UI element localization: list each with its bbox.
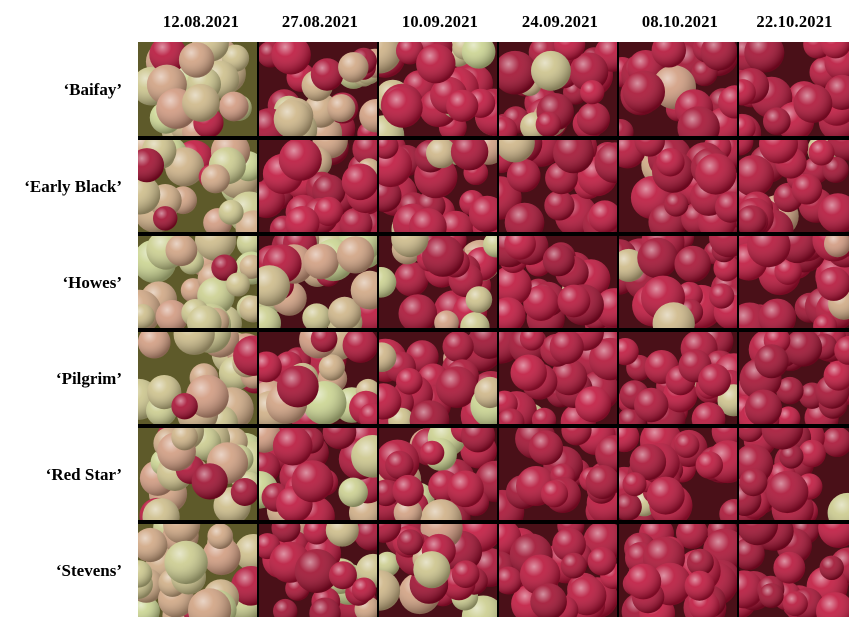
row-divider — [138, 520, 849, 524]
berry-photo-r5-c1 — [138, 428, 257, 520]
berry-photo-r4-c3 — [379, 332, 497, 424]
column-divider — [257, 42, 259, 617]
berry-photo-r2-c5 — [619, 140, 737, 232]
cultivar-label-baifay: ‘Baifay’ — [63, 80, 122, 99]
row-divider — [138, 424, 849, 428]
berry-photo-r2-c6 — [739, 140, 849, 232]
berry-photo-r3-c2 — [259, 236, 377, 328]
berry-photo-r6-c5 — [619, 524, 737, 617]
berry-photo-r3-c4 — [499, 236, 617, 328]
berry-photo-r6-c4 — [499, 524, 617, 617]
cultivar-label-stevens: ‘Stevens’ — [55, 560, 122, 580]
berry-photo-r5-c2 — [259, 428, 377, 520]
column-divider — [497, 42, 499, 617]
berry-photo-r2-c4 — [499, 140, 617, 232]
berry-photo-r1-c1 — [138, 42, 257, 136]
berry-photo-r6-c2 — [259, 524, 377, 617]
date-header-5: 08.10.2021 — [641, 12, 719, 31]
cultivar-label-red-star: ‘Red Star’ — [45, 465, 122, 484]
berry-photo-r2-c3 — [379, 140, 497, 232]
berry-photo-r5-c4 — [499, 428, 617, 520]
date-header-4: 24.09.2021 — [521, 12, 599, 31]
berry-photo-r6-c6 — [739, 524, 849, 617]
berry-photo-r1-c4 — [499, 42, 617, 136]
row-divider — [138, 328, 849, 332]
berry-photo-r4-c1 — [138, 332, 257, 424]
berry-photo-r4-c4 — [499, 332, 617, 424]
berry-photo-r3-c6 — [739, 236, 849, 328]
berry-photo-r1-c3 — [379, 42, 497, 136]
column-divider — [377, 42, 379, 617]
row-divider — [138, 232, 849, 236]
row-divider — [138, 136, 849, 140]
berry-photo-r5-c6 — [739, 428, 849, 520]
berry-photo-r1-c6 — [739, 42, 849, 136]
berry-photo-r4-c2 — [259, 332, 377, 424]
berry-photo-r4-c5 — [619, 332, 737, 424]
date-header-1: 12.08.2021 — [162, 12, 240, 31]
berry-photo-r5-c3 — [379, 428, 497, 520]
berry-photo-r2-c1 — [138, 140, 257, 232]
cultivar-label-pilgrim: ‘Pilgrim’ — [55, 369, 122, 388]
berry-photo-r6-c3 — [379, 524, 497, 617]
berry-photo-r1-c5 — [619, 42, 737, 136]
berry-photo-r3-c1 — [138, 236, 257, 328]
berry-photo-r3-c5 — [619, 236, 737, 328]
date-header-2: 27.08.2021 — [281, 12, 359, 31]
cultivar-label-howes: ‘Howes’ — [62, 273, 122, 292]
column-divider — [737, 42, 739, 617]
berry-photo-grid — [138, 42, 849, 617]
berry-photo-r3-c3 — [379, 236, 497, 328]
berry-photo-r5-c5 — [619, 428, 737, 520]
column-divider — [617, 42, 619, 617]
cultivar-label-early-black: ‘Early Black’ — [24, 177, 122, 196]
date-header-3: 10.09.2021 — [401, 12, 479, 31]
berry-photo-r4-c6 — [739, 332, 849, 424]
berry-photo-r6-c1 — [138, 524, 257, 617]
berry-photo-r2-c2 — [259, 140, 377, 232]
date-header-6: 22.10.2021 — [756, 12, 833, 31]
berry-photo-r1-c2 — [259, 42, 377, 136]
